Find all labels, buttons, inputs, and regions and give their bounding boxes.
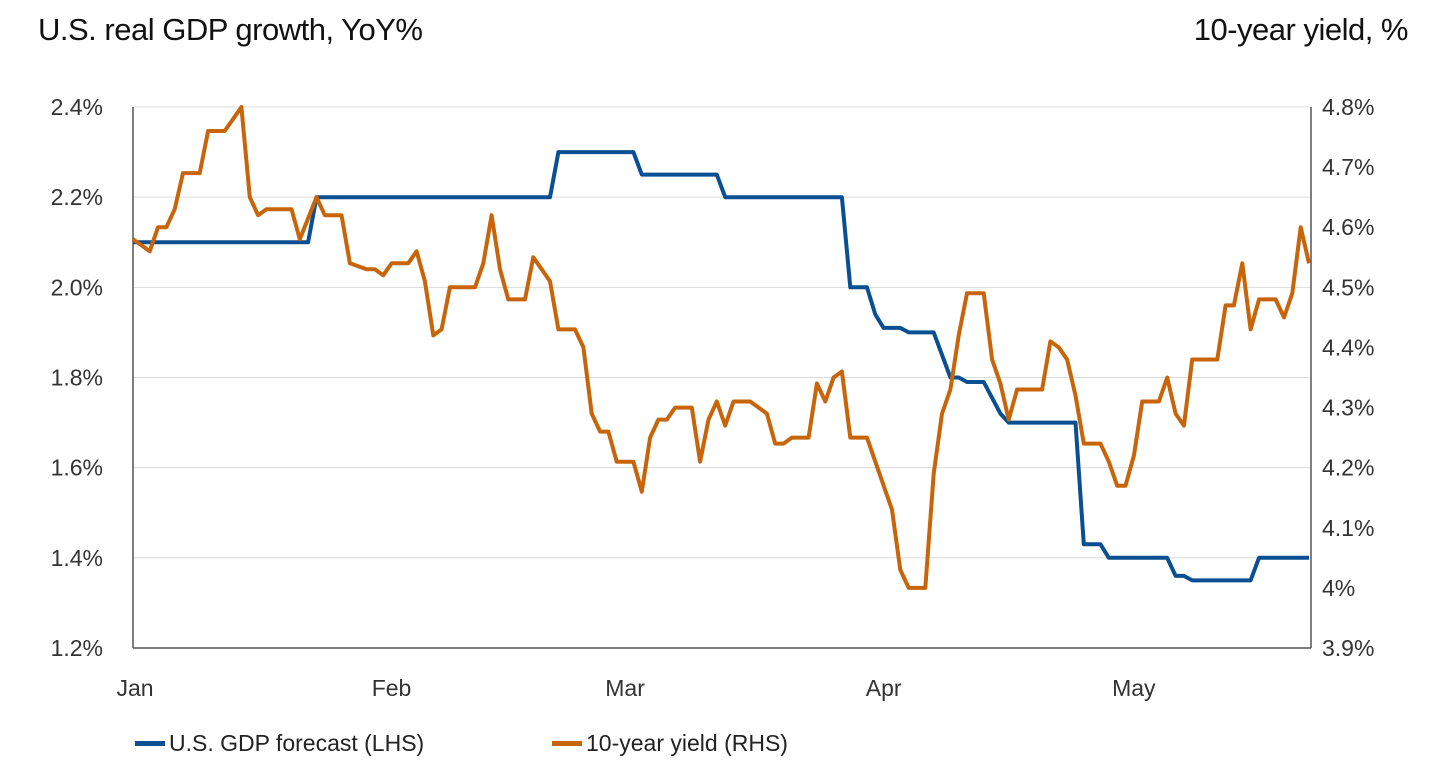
legend-swatch-yield	[552, 741, 582, 746]
left-axis-title: U.S. real GDP growth, YoY%	[38, 12, 423, 47]
left-tick-label: 1.2%	[51, 635, 103, 661]
legend-swatch-gdp	[135, 741, 165, 746]
left-tick-label: 2.2%	[51, 184, 103, 210]
x-tick-label: Jan	[116, 675, 153, 701]
left-tick-label: 1.8%	[51, 365, 103, 391]
right-tick-label: 4.5%	[1322, 274, 1374, 300]
right-axis-title: 10-year yield, %	[1193, 12, 1409, 47]
legend-item-gdp: U.S. GDP forecast (LHS)	[135, 730, 424, 757]
left-tick-label: 1.4%	[51, 545, 103, 571]
legend-item-yield: 10-year yield (RHS)	[552, 730, 788, 757]
right-tick-label: 4.3%	[1322, 395, 1374, 421]
right-tick-label: 4.6%	[1322, 214, 1374, 240]
right-tick-label: 3.9%	[1322, 635, 1374, 661]
ten-year-yield-line	[131, 105, 1311, 590]
right-tick-label: 4.1%	[1322, 515, 1374, 541]
right-tick-label: 4.7%	[1322, 154, 1374, 180]
left-tick-label: 2.0%	[51, 274, 103, 300]
x-tick-label: Feb	[372, 675, 412, 701]
left-tick-label: 2.4%	[51, 94, 103, 120]
right-tick-label: 4.8%	[1322, 94, 1374, 120]
legend-label-gdp: U.S. GDP forecast (LHS)	[169, 730, 425, 756]
right-tick-label: 4%	[1322, 575, 1355, 601]
x-tick-label: Mar	[605, 675, 645, 701]
legend-label-yield: 10-year yield (RHS)	[586, 730, 788, 756]
right-tick-label: 4.4%	[1322, 334, 1374, 360]
gdp-forecast-line	[133, 150, 1309, 583]
x-tick-label: Apr	[866, 675, 902, 701]
left-tick-label: 1.6%	[51, 455, 103, 481]
x-tick-label: May	[1112, 675, 1156, 701]
right-tick-label: 4.2%	[1322, 455, 1374, 481]
